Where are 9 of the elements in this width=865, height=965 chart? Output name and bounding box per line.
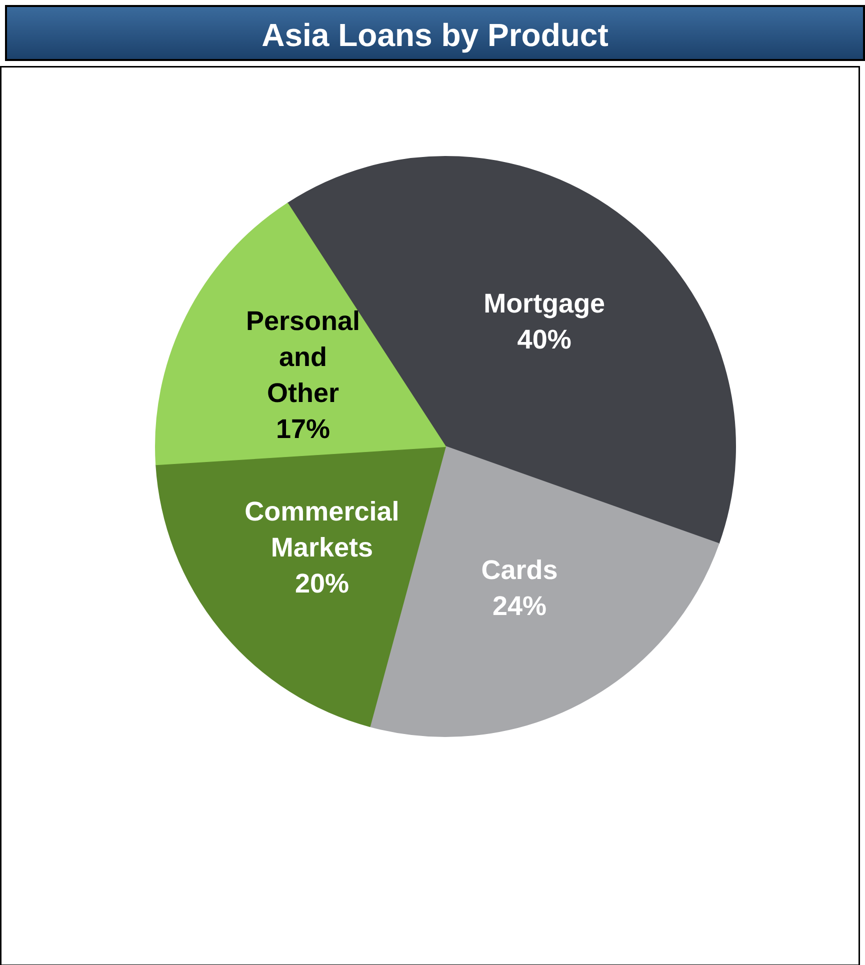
data-label: 24% [492,590,547,621]
slice-label: Cards [481,554,558,585]
slice-label: Commercial Markets [244,496,400,562]
slice-label: Mortgage [484,288,606,318]
slice-label: Personal and Other [246,306,360,408]
data-label: 40% [517,324,572,354]
data-label: 17% [276,414,330,444]
chart-title: Asia Loans by Product [262,16,608,55]
data-label: 20% [294,568,349,598]
